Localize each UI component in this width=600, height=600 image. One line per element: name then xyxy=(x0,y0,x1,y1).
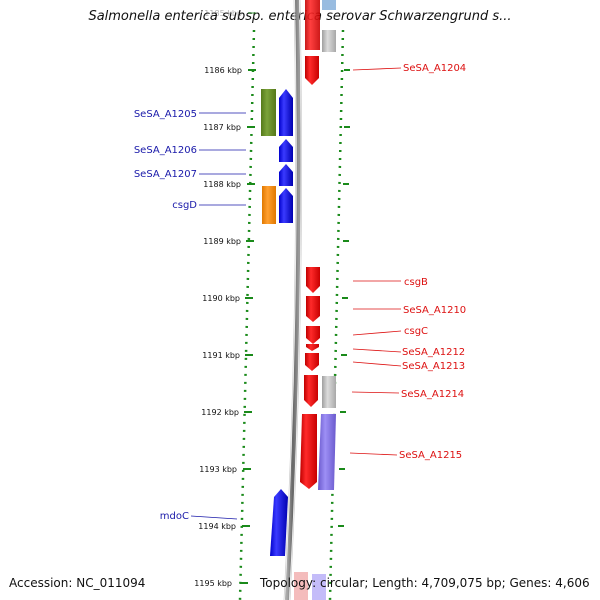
gene-label-SeSA_A1206[interactable]: SeSA_A1206 xyxy=(134,145,197,156)
outer-dotted-track-left xyxy=(238,29,256,600)
gene-label-SeSA_A1215[interactable]: SeSA_A1215 xyxy=(399,450,462,461)
gene-label-csgD[interactable]: csgD xyxy=(172,200,197,211)
gene-label-SeSA_A1205[interactable]: SeSA_A1205 xyxy=(134,109,197,120)
right-scale-ticks xyxy=(338,69,350,527)
gene-SeSA_A1206[interactable] xyxy=(279,139,293,162)
leader-line xyxy=(352,67,402,71)
gene-SeSA_A1214[interactable] xyxy=(304,375,318,407)
gene-label-SeSA_A1210[interactable]: SeSA_A1210 xyxy=(403,305,466,316)
gene-label-csgC[interactable]: csgC xyxy=(404,326,428,337)
gene-csgB[interactable] xyxy=(306,267,320,293)
gene-SeSA_A1205[interactable] xyxy=(279,89,293,136)
leader-line xyxy=(352,348,402,353)
gene-label-SeSA_A1213[interactable]: SeSA_A1213 xyxy=(402,361,465,372)
faded-cog-top-blue xyxy=(322,0,336,10)
leader-line xyxy=(352,330,402,336)
leader-line xyxy=(349,452,398,456)
gene-csgD[interactable] xyxy=(279,188,293,223)
topology-text: Topology: circular; Length: 4,709,075 bp… xyxy=(260,576,590,590)
faded-cog-top-gray xyxy=(322,30,336,52)
left-label-leaders xyxy=(190,112,246,520)
tick-label: 1188 kbp xyxy=(203,180,241,189)
tick-label: 1193 kbp xyxy=(199,465,237,474)
tick-label: 1189 kbp xyxy=(203,237,241,246)
cog-block-purple xyxy=(318,414,336,490)
leader-line xyxy=(352,361,402,367)
gene-SeSA_A1213[interactable] xyxy=(305,353,319,371)
tick-label: 1191 kbp xyxy=(202,351,240,360)
gene-label-mdoC[interactable]: mdoC xyxy=(160,511,189,522)
faded-gene-top-red xyxy=(305,0,320,50)
tick-label: 1194 kbp xyxy=(198,522,236,531)
gene-SeSA_A1215[interactable] xyxy=(300,414,317,489)
tick-label: 1192 kbp xyxy=(201,408,239,417)
faded-cog-bottom-purple xyxy=(312,574,326,600)
backbone-outer-edge xyxy=(289,0,302,600)
tick-label: 1185 kbp xyxy=(204,9,242,18)
backbone-inner-edge xyxy=(283,0,296,600)
gene-mdoC[interactable] xyxy=(270,489,288,556)
leader-line xyxy=(190,515,238,520)
tick-label: 1186 kbp xyxy=(204,66,242,75)
gene-label-SeSA_A1204[interactable]: SeSA_A1204 xyxy=(403,63,466,74)
gene-SeSA_A1212[interactable] xyxy=(306,344,319,351)
tick-label: 1195 kbp xyxy=(194,579,232,588)
gene-label-SeSA_A1214[interactable]: SeSA_A1214 xyxy=(401,389,464,400)
leader-line xyxy=(351,391,400,394)
accession-text: Accession: NC_011094 xyxy=(9,576,146,590)
tick-label: 1190 kbp xyxy=(202,294,240,303)
cog-block-orange xyxy=(262,186,276,224)
gene-label-SeSA_A1212[interactable]: SeSA_A1212 xyxy=(402,347,465,358)
outer-dotted-track-right xyxy=(328,29,345,600)
genome-backbone xyxy=(285,0,301,600)
gene-SeSA_A1210[interactable] xyxy=(306,296,320,322)
gene-SeSA_A1207[interactable] xyxy=(279,164,293,186)
faded-gene-bottom-red xyxy=(294,572,308,600)
gene-label-SeSA_A1207[interactable]: SeSA_A1207 xyxy=(134,169,197,180)
cog-block-green xyxy=(261,89,276,136)
scale-ticks: 1185 kbp 1186 kbp 1187 kbp 1188 kbp 1189… xyxy=(194,9,256,588)
cog-block-gray-top xyxy=(322,376,336,408)
gene-label-csgB[interactable]: csgB xyxy=(404,277,428,288)
gene-SeSA_A1204[interactable] xyxy=(305,56,319,85)
right-label-leaders xyxy=(349,67,402,456)
gene-csgC[interactable] xyxy=(306,326,320,344)
tick-label: 1187 kbp xyxy=(203,123,241,132)
